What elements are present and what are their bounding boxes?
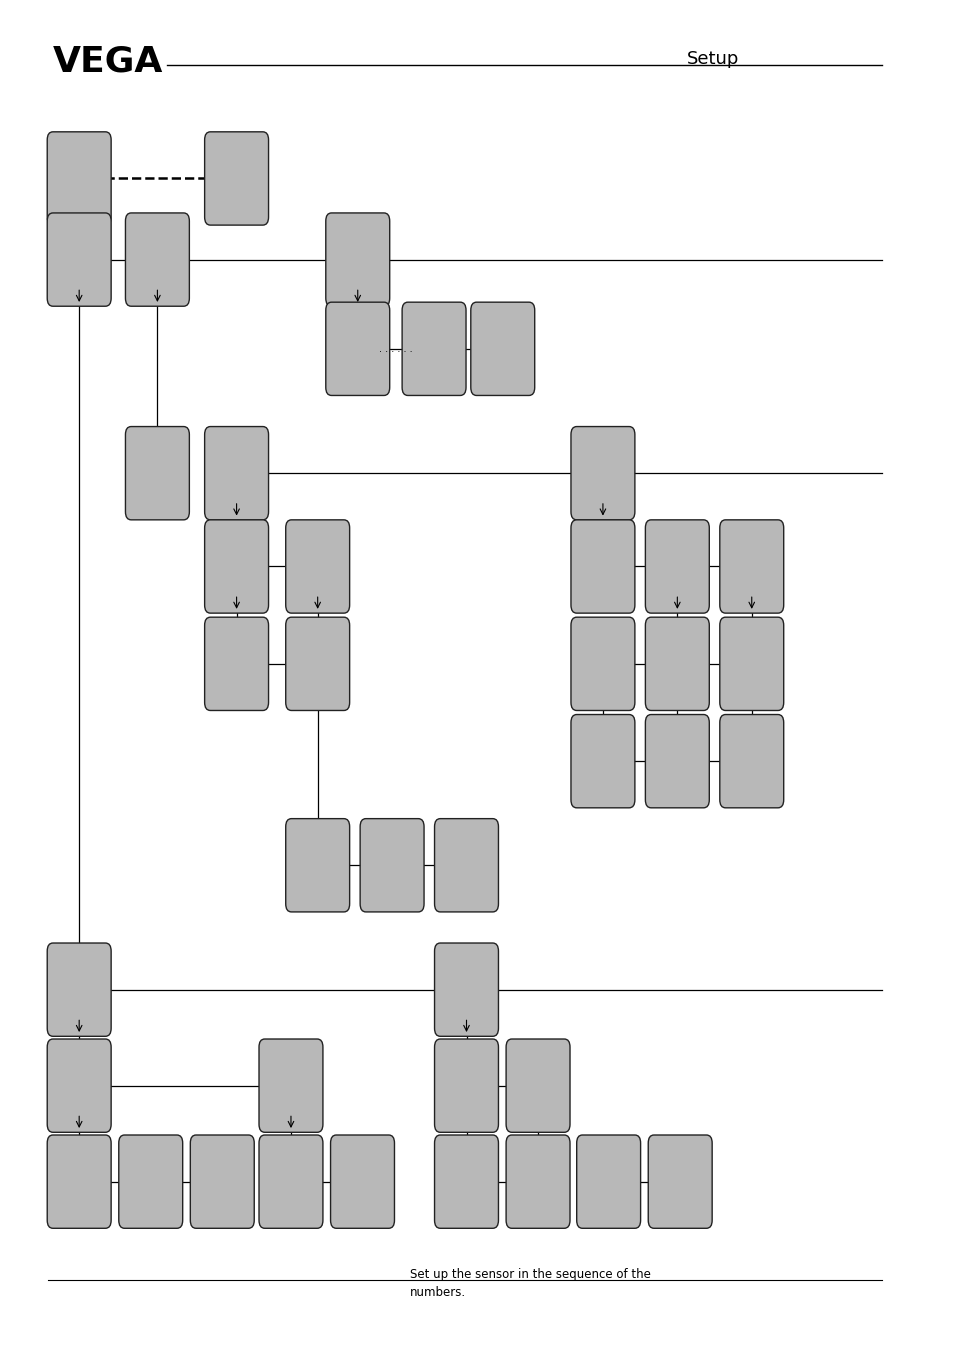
FancyBboxPatch shape (644, 521, 709, 614)
Text: Setup: Setup (686, 50, 739, 68)
FancyBboxPatch shape (470, 303, 534, 395)
FancyBboxPatch shape (48, 1038, 112, 1133)
FancyBboxPatch shape (359, 819, 423, 913)
FancyBboxPatch shape (434, 944, 497, 1036)
FancyBboxPatch shape (204, 131, 268, 224)
FancyBboxPatch shape (258, 1038, 322, 1133)
FancyBboxPatch shape (570, 521, 635, 614)
FancyBboxPatch shape (648, 1136, 711, 1228)
FancyBboxPatch shape (644, 617, 709, 711)
FancyBboxPatch shape (48, 1136, 112, 1228)
FancyBboxPatch shape (204, 617, 268, 711)
FancyBboxPatch shape (118, 1136, 182, 1228)
FancyBboxPatch shape (570, 617, 635, 711)
FancyBboxPatch shape (720, 521, 783, 614)
FancyBboxPatch shape (204, 426, 268, 519)
FancyBboxPatch shape (330, 1136, 394, 1228)
FancyBboxPatch shape (505, 1136, 569, 1228)
FancyBboxPatch shape (720, 617, 783, 711)
FancyBboxPatch shape (325, 214, 389, 306)
Text: Set up the sensor in the sequence of the
numbers.: Set up the sensor in the sequence of the… (410, 1268, 650, 1299)
FancyBboxPatch shape (126, 426, 189, 519)
FancyBboxPatch shape (286, 521, 349, 614)
FancyBboxPatch shape (204, 521, 268, 614)
FancyBboxPatch shape (644, 714, 709, 808)
FancyBboxPatch shape (401, 303, 465, 395)
FancyBboxPatch shape (48, 131, 112, 224)
FancyBboxPatch shape (434, 1038, 497, 1133)
FancyBboxPatch shape (286, 617, 349, 711)
FancyBboxPatch shape (126, 214, 189, 306)
FancyBboxPatch shape (720, 714, 783, 808)
FancyBboxPatch shape (505, 1038, 569, 1133)
FancyBboxPatch shape (48, 944, 112, 1036)
FancyBboxPatch shape (570, 714, 635, 808)
FancyBboxPatch shape (258, 1136, 322, 1228)
FancyBboxPatch shape (434, 1136, 497, 1228)
FancyBboxPatch shape (48, 214, 112, 306)
FancyBboxPatch shape (190, 1136, 253, 1228)
Text: . . . . . .: . . . . . . (378, 343, 413, 354)
FancyBboxPatch shape (286, 819, 349, 913)
FancyBboxPatch shape (570, 426, 635, 519)
Text: VEGA: VEGA (52, 45, 163, 78)
FancyBboxPatch shape (434, 819, 497, 913)
FancyBboxPatch shape (576, 1136, 639, 1228)
FancyBboxPatch shape (325, 303, 389, 395)
